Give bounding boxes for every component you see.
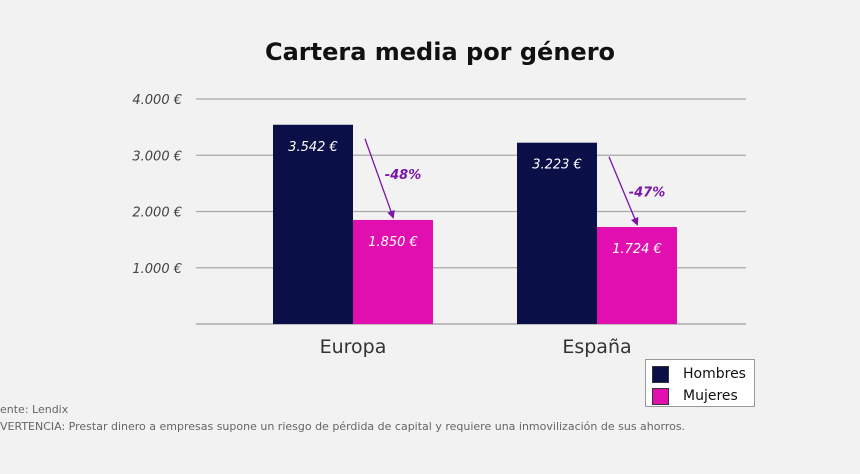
difference-arrows: -48% -47% bbox=[364, 138, 666, 226]
legend-swatch-mujeres bbox=[652, 387, 669, 405]
legend-item-mujeres: Mujeres bbox=[652, 387, 738, 405]
y-axis-ticks: 1.000 € 2.000 € 3.000 € 4.000 € bbox=[132, 93, 182, 277]
bar-value-label: 1.850 € bbox=[368, 235, 418, 250]
bar-value-label: 1.724 € bbox=[612, 242, 662, 257]
legend-swatch-hombres bbox=[652, 365, 669, 383]
source-note: ente: Lendix bbox=[0, 403, 69, 416]
bar-hombres bbox=[517, 142, 597, 324]
difference-label: -48% bbox=[385, 168, 422, 183]
x-axis-categories: Europa España bbox=[320, 336, 632, 358]
legend-item-hombres: Hombres bbox=[652, 365, 746, 383]
legend-label-mujeres: Mujeres bbox=[683, 388, 738, 404]
bar-mujeres bbox=[597, 227, 677, 324]
y-tick-label: 2.000 € bbox=[132, 206, 182, 221]
y-tick-label: 3.000 € bbox=[132, 149, 182, 164]
difference-label: -47% bbox=[629, 186, 666, 201]
difference-arrow bbox=[608, 156, 639, 226]
chart-title: Cartera media por género bbox=[265, 38, 615, 66]
bar-value-label: 3.542 € bbox=[288, 140, 338, 155]
bars bbox=[273, 124, 677, 324]
legend-label-hombres: Hombres bbox=[683, 366, 746, 382]
category-label: Europa bbox=[320, 336, 387, 358]
bar-value-label: 3.223 € bbox=[532, 158, 582, 173]
y-tick-label: 1.000 € bbox=[132, 262, 182, 277]
bar-mujeres bbox=[353, 219, 433, 324]
legend: Hombres Mujeres bbox=[645, 359, 755, 407]
difference-arrow bbox=[364, 138, 395, 219]
data-labels: 3.542 € 1.850 € 3.223 € 1.724 € bbox=[288, 140, 662, 257]
category-label: España bbox=[562, 336, 631, 358]
y-tick-label: 4.000 € bbox=[132, 93, 182, 108]
warning-note: VERTENCIA: Prestar dinero a empresas sup… bbox=[0, 420, 686, 433]
bar-hombres bbox=[273, 124, 353, 324]
